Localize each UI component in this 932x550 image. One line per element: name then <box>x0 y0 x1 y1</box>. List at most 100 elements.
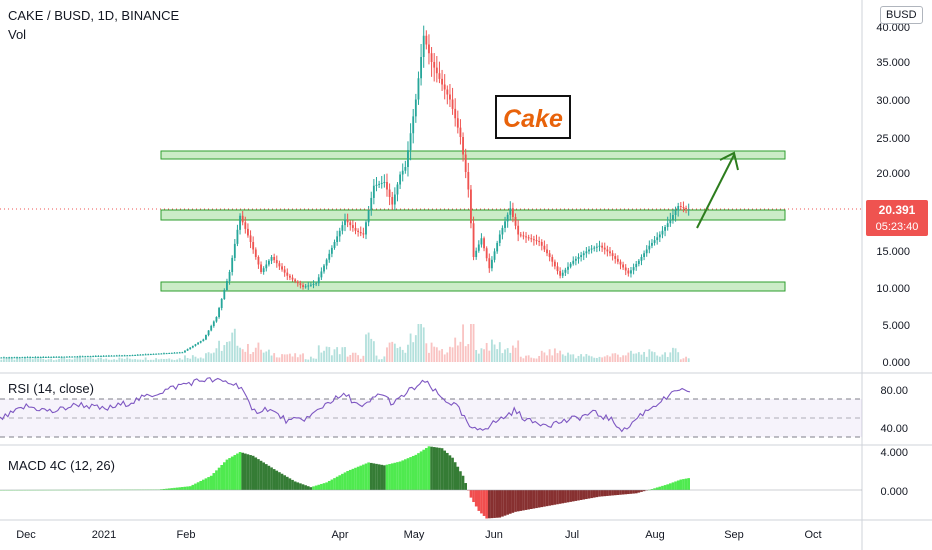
volume-bar <box>519 356 522 362</box>
volume-bar <box>89 357 92 362</box>
candle-body <box>173 352 176 354</box>
time-tick: Jun <box>485 529 503 541</box>
time-axis[interactable]: Dec 2021 Feb Apr May Jun Jul Aug Sep Oct <box>16 529 821 541</box>
volume-bar <box>425 343 428 362</box>
candle-body <box>254 249 257 257</box>
candle-body <box>658 234 661 238</box>
macd-bar <box>495 490 499 518</box>
candle-body <box>281 266 283 270</box>
macd-bar <box>498 490 502 518</box>
macd-bar <box>167 488 171 490</box>
macd-bar <box>540 490 544 508</box>
price-axis[interactable]: 40.000 35.000 30.000 25.000 20.000 15.00… <box>876 22 910 369</box>
candle-body <box>299 283 302 286</box>
candle-body <box>26 357 29 359</box>
macd-bar <box>178 487 182 490</box>
volume-bar <box>640 354 643 362</box>
cake-label[interactable]: Cake <box>495 95 571 139</box>
currency-button[interactable]: BUSD <box>880 6 923 24</box>
candle-body <box>409 133 412 151</box>
candle-body <box>144 354 147 356</box>
candle-body <box>386 182 388 190</box>
candle-body <box>556 266 559 272</box>
price-tick: 5.000 <box>882 320 910 332</box>
volume-bar <box>189 358 192 362</box>
candle-body <box>491 259 493 269</box>
macd-bar <box>485 490 488 519</box>
zone-support-low[interactable] <box>160 281 786 292</box>
volume-bar <box>420 324 423 362</box>
volume-bar <box>47 359 50 362</box>
macd-bar <box>503 490 507 516</box>
volume-bar <box>606 355 609 362</box>
macd-bar <box>160 489 163 490</box>
macd-bar <box>272 469 276 490</box>
volume-bar <box>409 333 412 362</box>
volume-bar <box>155 358 158 362</box>
rsi-title[interactable]: RSI (14, close) <box>8 381 94 396</box>
macd-title[interactable]: MACD 4C (12, 26) <box>8 458 115 473</box>
volume-bar <box>344 347 346 362</box>
time-tick: May <box>404 529 425 541</box>
macd-bar <box>209 475 213 490</box>
volume-bar <box>97 358 100 362</box>
candle-body <box>134 354 137 356</box>
volume-bar <box>430 342 433 362</box>
candle-body <box>551 257 554 262</box>
macd-bar <box>682 479 685 490</box>
volume-bar <box>396 348 399 362</box>
macd-bar <box>508 490 512 514</box>
macd-bar <box>545 490 549 507</box>
volume-bar <box>92 358 95 362</box>
macd-bar <box>527 490 530 510</box>
volume-bar <box>239 347 241 362</box>
macd-bar <box>477 490 481 511</box>
macd-bar <box>346 471 349 490</box>
candle-body <box>435 67 438 74</box>
zone-resistance-mid[interactable] <box>160 209 786 221</box>
macd-bar <box>283 475 286 490</box>
zone-resistance-high[interactable] <box>160 150 786 160</box>
macd-bar <box>674 481 677 490</box>
macd-bar <box>553 490 557 505</box>
macd-bar <box>343 472 347 490</box>
volume-bar <box>407 344 409 362</box>
candle-body <box>10 357 13 359</box>
macd-bar <box>443 450 447 490</box>
candle-body <box>685 208 687 209</box>
candle-body <box>640 257 643 261</box>
macd-bar <box>637 490 641 493</box>
symbol-title[interactable]: CAKE / BUSD, 1D, BINANCE <box>8 8 180 23</box>
candle-body <box>63 356 66 358</box>
candle-body <box>136 354 139 356</box>
macd-bar <box>251 455 255 490</box>
candle-body <box>420 57 423 79</box>
volume-bar <box>351 352 354 362</box>
volume-bar <box>281 354 283 362</box>
candle-body <box>532 239 535 241</box>
volume-bar <box>509 352 512 362</box>
candle-body <box>257 257 260 265</box>
volume-bar <box>37 358 39 362</box>
candle-body <box>71 356 74 358</box>
candle-body <box>286 272 289 276</box>
volume-bar <box>178 358 181 362</box>
macd-bar <box>364 463 368 490</box>
volume-bar <box>338 354 341 362</box>
candle-body <box>21 357 24 359</box>
candle-body <box>155 353 158 355</box>
candle-body <box>580 255 583 257</box>
candle-body <box>595 246 598 248</box>
macd-bar <box>676 480 680 490</box>
volume-bar <box>588 355 590 362</box>
volume-bar <box>128 358 131 362</box>
projection-arrow[interactable] <box>696 151 739 229</box>
candle-body <box>262 268 265 272</box>
candle-body <box>446 89 449 95</box>
macd-bar <box>220 464 224 490</box>
candle-body <box>569 263 572 267</box>
volume-bar <box>393 343 396 362</box>
macd-bar <box>480 490 483 514</box>
candle-body <box>39 357 42 359</box>
